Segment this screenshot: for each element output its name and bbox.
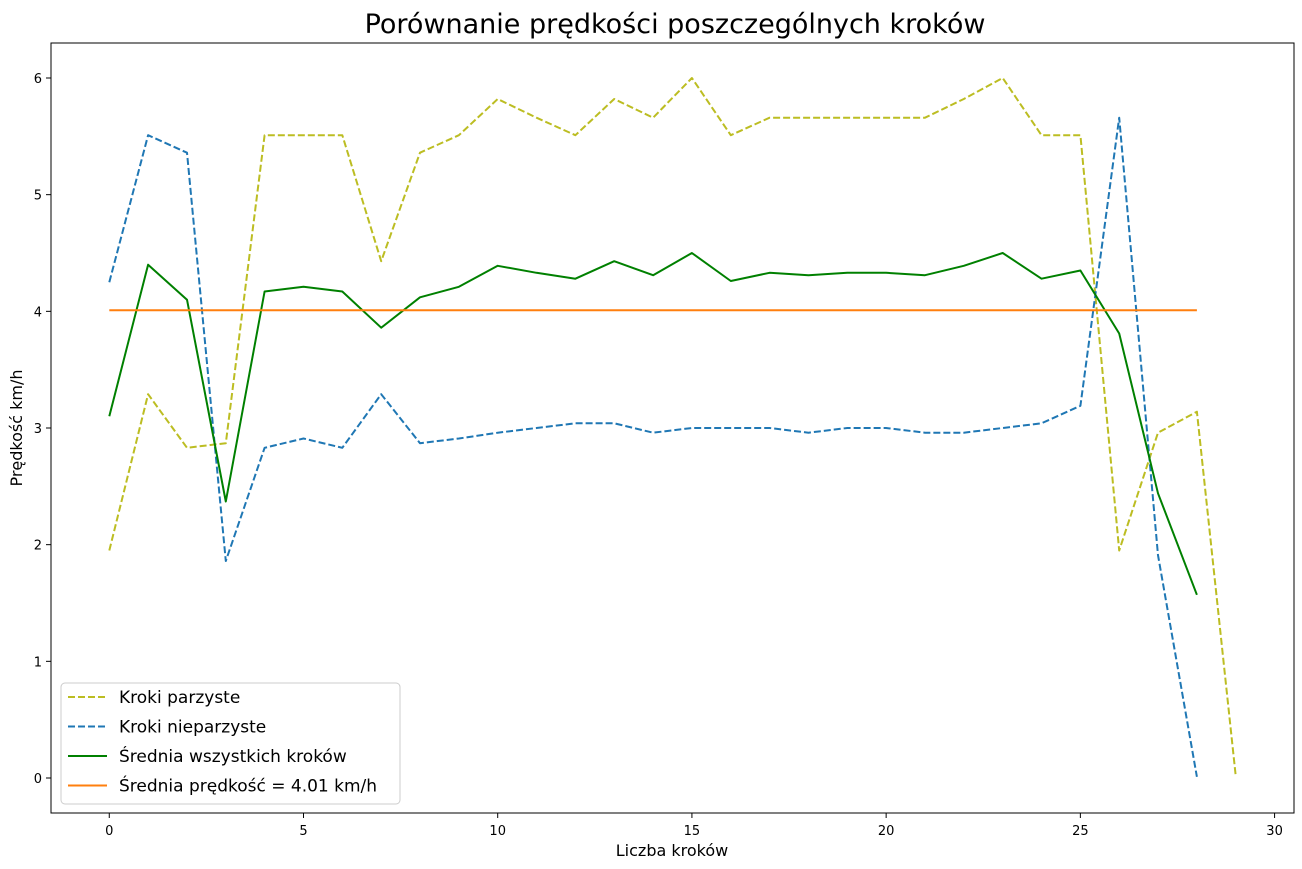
chart-title: Porównanie prędkości poszczególnych krok…: [365, 9, 986, 40]
y-tick-label-1: 1: [34, 655, 42, 670]
y-tick-label-3: 3: [34, 422, 42, 437]
series-line-2: [108, 252, 1198, 596]
legend: Kroki parzyste Kroki nieparzyste Średnia w…: [60, 682, 401, 805]
legend-label-0: Kroki parzyste: [119, 688, 240, 708]
y-axis-label: Prędkość km/h: [7, 369, 26, 486]
series-line-1: [108, 116, 1198, 777]
x-tick-label-4: 20: [878, 824, 895, 839]
x-tick-label-6: 30: [1266, 824, 1283, 839]
y-tick-label-4: 4: [34, 305, 42, 320]
plot-content: [108, 77, 1237, 777]
x-axis-label: Liczba kroków: [616, 841, 728, 860]
x-tick-label-2: 10: [489, 824, 506, 839]
legend-label-1: Kroki nieparzyste: [119, 718, 266, 738]
x-tick-label-0: 0: [105, 824, 113, 839]
legend-label-3: Średnia prędkość = 4.01 km/h: [119, 775, 377, 797]
y-tick-label-6: 6: [34, 72, 42, 87]
y-tick-label-5: 5: [34, 189, 42, 204]
legend-box: [60, 682, 401, 805]
legend-label-2: Średnia wszystkich kroków: [119, 745, 347, 767]
series-line-0: [108, 77, 1237, 776]
x-tick-label-5: 25: [1072, 824, 1089, 839]
x-tick-label-1: 5: [299, 824, 307, 839]
x-axis: 0 5 10 15 20 25 30: [105, 813, 1283, 839]
y-tick-label-0: 0: [34, 772, 42, 787]
y-axis: 0 1 2 3 4 5 6: [34, 72, 51, 787]
plot-frame: [50, 42, 1295, 814]
x-tick-label-3: 15: [684, 824, 701, 839]
y-tick-label-2: 2: [34, 539, 42, 554]
